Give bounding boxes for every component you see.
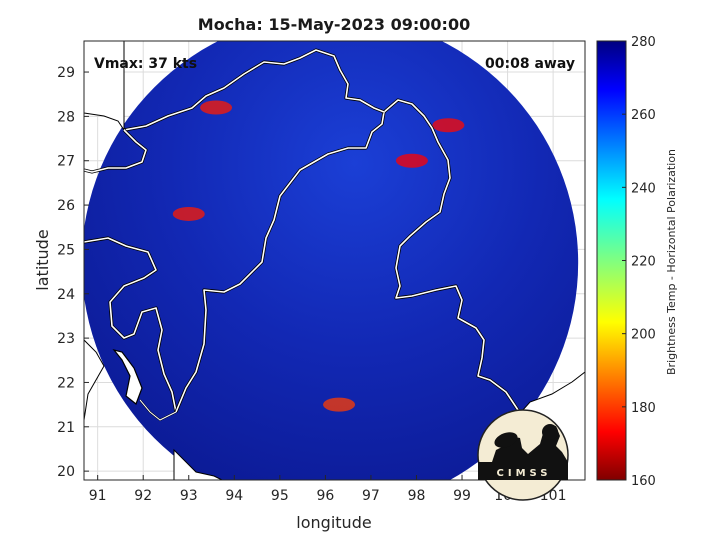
x-tick-label: 94 xyxy=(225,488,243,504)
warm-spot xyxy=(323,397,356,412)
satellite-dish-icon xyxy=(494,432,518,448)
x-tick-label: 92 xyxy=(134,488,152,504)
colorbar-tick-label: 280 xyxy=(631,35,656,50)
colorbar: 160 180 200 220 240 260 280 Brightness Temp - … xyxy=(596,35,678,489)
y-tick-label: 28 xyxy=(57,109,75,125)
y-tick-label: 26 xyxy=(57,198,75,214)
y-tick-label: 23 xyxy=(57,331,75,347)
water-tower-icon xyxy=(542,424,558,440)
colorbar-tick-label: 220 xyxy=(631,255,656,270)
y-tick-label: 21 xyxy=(57,420,75,436)
swath-disc xyxy=(84,41,579,480)
warm-spot xyxy=(432,118,465,133)
colorbar-ramp xyxy=(596,40,627,481)
colorbar-tick-label: 200 xyxy=(631,328,656,343)
x-tick-label: 93 xyxy=(180,488,198,504)
x-tick-label: 95 xyxy=(271,488,289,504)
chart-title: Mocha: 15-May-2023 09:00:00 xyxy=(198,15,470,34)
y-tick-label: 22 xyxy=(57,375,75,391)
axes-frame xyxy=(83,40,586,481)
y-tick-label: 27 xyxy=(57,154,75,170)
y-tick-label: 24 xyxy=(57,287,75,303)
y-tick-label: 20 xyxy=(57,464,75,480)
colorbar-tick-label: 180 xyxy=(631,401,656,416)
y-tick-label: 29 xyxy=(57,65,75,81)
x-tick-label: 99 xyxy=(453,488,471,504)
country-borders xyxy=(84,48,530,431)
x-tick-label: 97 xyxy=(362,488,380,504)
x-tick-label: 98 xyxy=(408,488,426,504)
colorbar-tick-label: 160 xyxy=(631,474,656,489)
x-axis-label: longitude xyxy=(296,513,371,532)
colorbar-label: Brightness Temp - Horizontal Polarizatio… xyxy=(665,149,678,375)
cimss-logo-silhouette xyxy=(478,426,568,480)
warm-spot xyxy=(395,153,428,168)
warm-spot xyxy=(200,100,233,115)
y-tick-label: 25 xyxy=(57,242,75,258)
x-tick-label: 91 xyxy=(89,488,107,504)
colorbar-ticks: 160 180 200 220 240 260 280 xyxy=(622,35,656,489)
warm-spots xyxy=(172,100,465,412)
cimss-logo-label: CIMSS xyxy=(497,468,552,479)
warm-spot xyxy=(172,206,205,221)
x-tick-label: 96 xyxy=(316,488,334,504)
y-axis-ticks: 20 21 22 23 24 25 26 27 28 29 xyxy=(57,65,89,480)
time-offset-annotation: 00:08 away xyxy=(485,56,575,72)
colorbar-tick-label: 240 xyxy=(631,181,656,196)
cimss-logo: CIMSS xyxy=(477,409,569,501)
vmax-annotation: Vmax: 37 kts xyxy=(94,56,197,72)
y-axis-label: latitude xyxy=(33,229,52,290)
colorbar-tick-label: 260 xyxy=(631,108,656,123)
